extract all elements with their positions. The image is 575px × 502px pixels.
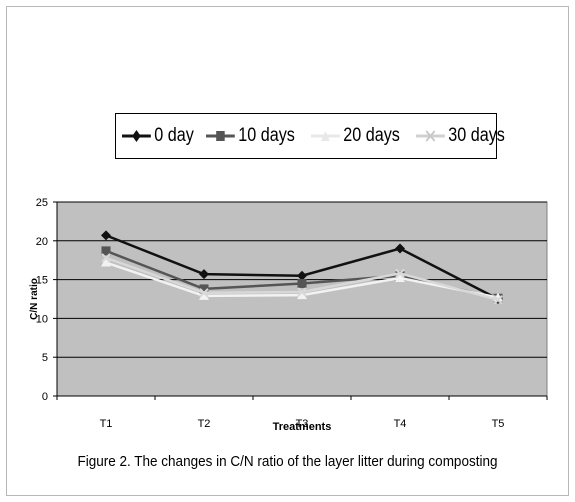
y-tick-label-5: 25 (36, 197, 48, 209)
chart-legend: 0 day 10 days 20 days 30 days (115, 113, 504, 159)
x-tick-label-T5: T5 (492, 418, 505, 430)
data-point-s2-T3 (297, 290, 307, 300)
data-point-s3-T2 (199, 288, 209, 298)
data-point-s3-T1 (101, 253, 111, 263)
data-point-s3-T3 (297, 287, 307, 297)
y-tick-label-3: 15 (36, 275, 48, 287)
data-point-s2-T2 (199, 290, 209, 300)
data-point-s0-T3 (297, 270, 307, 281)
y-tick-label-2: 10 (36, 313, 48, 325)
legend-swatch-0day (122, 130, 151, 142)
y-tick-label-1: 5 (42, 352, 48, 364)
data-point-s0-T2 (199, 269, 209, 280)
legend-swatch-20days (311, 131, 340, 141)
data-point-s2-T1 (101, 257, 111, 267)
y-tick-label-0: 0 (42, 391, 48, 403)
legend-item-20days: 20 days (311, 125, 400, 147)
legend-label-10days: 10 days (238, 125, 296, 146)
data-point-s3-T4 (395, 268, 405, 279)
legend-item-10days: 10 days (206, 125, 295, 147)
legend-item-0day: 0 day (122, 125, 194, 147)
data-point-s2-T4 (395, 273, 405, 283)
legend-swatch-10days (206, 131, 236, 141)
data-point-s0-T1 (101, 230, 111, 241)
legend-item-30days: 30 days (415, 125, 505, 147)
x-tick-label-T3: T3 (296, 418, 309, 430)
data-point-s3-T5 (493, 295, 503, 305)
x-axis-title: Treatments (273, 421, 332, 433)
figure-caption: Figure 2. The changes in C/N ratio of th… (77, 453, 498, 470)
data-point-s1-T1 (101, 246, 111, 256)
x-tick-label-T1: T1 (100, 418, 113, 430)
legend-label-30days: 30 days (447, 125, 505, 146)
y-tick-label-4: 20 (36, 236, 48, 248)
x-tick-label-T4: T4 (394, 418, 407, 430)
legend-label-20days: 20 days (343, 125, 400, 146)
data-point-s1-T3 (297, 278, 307, 288)
legend-swatch-30days (415, 130, 445, 142)
x-tick-label-T2: T2 (198, 418, 211, 430)
legend-label-0day: 0 day (154, 125, 194, 146)
data-point-s0-T4 (395, 243, 405, 254)
data-point-s1-T2 (199, 284, 209, 294)
y-axis-title: C/N ratio (29, 278, 40, 320)
